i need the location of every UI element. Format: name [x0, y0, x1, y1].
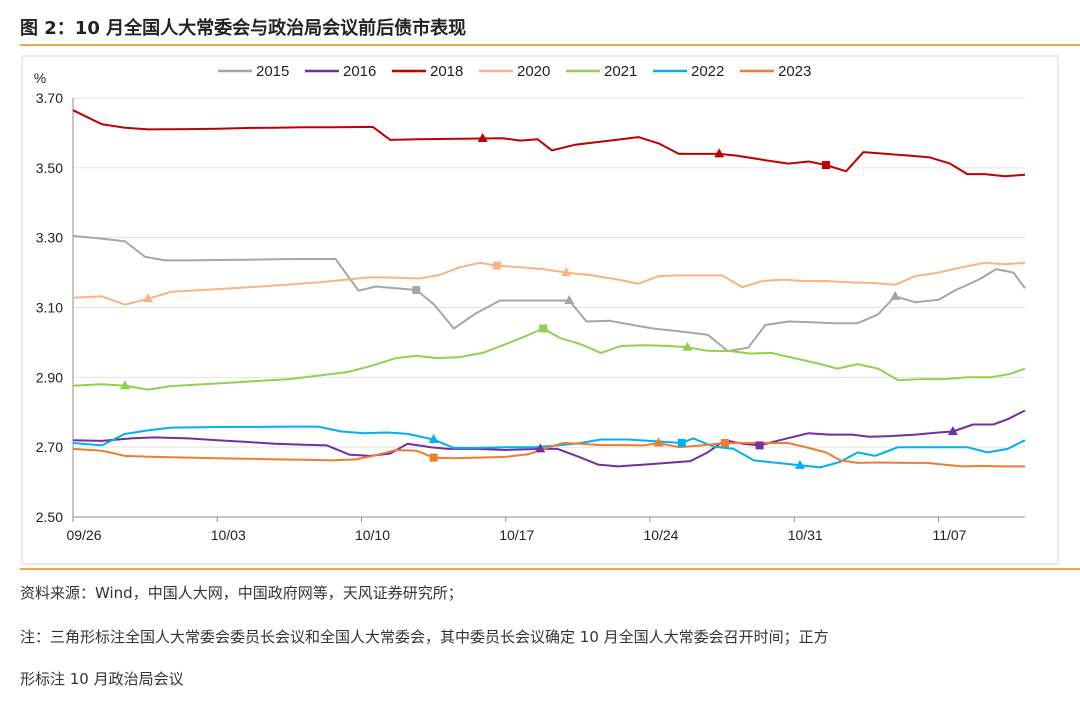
series-line-2015 [72, 234, 1026, 353]
legend-label-2023: 2023 [778, 63, 811, 80]
x-tick-label: 09/26 [66, 527, 101, 543]
series-line-2020 [72, 261, 1026, 306]
source-note: 资料来源：Wind，中国人大网，中国政府网等，天风证券研究所； [20, 584, 463, 602]
x-tick-label: 10/31 [788, 527, 823, 543]
triangle-marker-2016 [535, 443, 546, 453]
figure-title: 图 2：10 月全国人大常委会与政治局会议前后债市表现 [20, 18, 467, 39]
y-tick-label: 3.10 [36, 300, 63, 316]
y-tick-label: 2.90 [36, 369, 63, 385]
legend-label-2022: 2022 [691, 63, 724, 80]
legend-label-2018: 2018 [430, 63, 463, 80]
footnote-line-2: 形标注 10 月政治局会议 [20, 670, 184, 688]
triangle-marker-2023 [653, 437, 664, 447]
gridlines [73, 97, 1025, 518]
series-line-2018 [72, 109, 1026, 178]
square-marker-2021 [539, 324, 548, 333]
triangle-marker-2016 [947, 425, 958, 435]
triangle-marker-2015 [890, 290, 901, 300]
legend-label-2016: 2016 [343, 63, 376, 80]
square-marker-2023 [720, 438, 729, 447]
legend: 2015 2016 2018 2020 2021 2022 2023 [218, 63, 811, 80]
square-marker-2020 [493, 261, 502, 270]
square-marker-2018 [821, 161, 830, 170]
line-chart: 2.50 2.70 2.90 3.10 3.30 3.50 3.70% 09/26 10/03 1… [21, 55, 1059, 565]
y-unit-label: % [34, 70, 46, 86]
series-line-2016 [72, 409, 1026, 468]
y-tick-label: 3.30 [36, 230, 63, 246]
triangle-marker-2020 [561, 267, 572, 277]
footnote-line-1: 注：三角形标注全国人大常委会委员长会议和全国人大常委会，其中委员长会议确定 10… [20, 628, 829, 646]
triangle-marker-2022 [428, 433, 439, 443]
x-tick-label: 10/03 [211, 527, 246, 543]
triangle-marker-2018 [714, 148, 725, 158]
x-tick-label: 11/07 [932, 527, 966, 543]
series-line-2021 [72, 327, 1026, 391]
triangle-marker-2022 [794, 459, 805, 469]
y-tick-label: 3.70 [36, 90, 63, 106]
square-marker-2015 [412, 286, 421, 295]
triangle-marker-2021 [682, 341, 693, 351]
legend-label-2020: 2020 [517, 63, 550, 80]
square-marker-2023 [429, 453, 438, 462]
y-tick-label: 3.50 [36, 160, 63, 176]
x-tick-label: 10/24 [643, 527, 678, 543]
series-line-2023 [72, 442, 1025, 468]
y-tick-label: 2.70 [36, 439, 63, 455]
axes: 2.50 2.70 2.90 3.10 3.30 3.50 3.70% 09/26 10/03 1… [21, 55, 1059, 565]
triangle-marker-2021 [119, 380, 130, 390]
legend-label-2021: 2021 [604, 63, 637, 80]
series-line-2022 [72, 425, 1026, 469]
series-markers [119, 133, 958, 469]
triangle-marker-2018 [477, 133, 488, 143]
legend-label-2015: 2015 [256, 63, 289, 80]
x-tick-label: 10/10 [355, 527, 390, 543]
triangle-marker-2020 [143, 293, 154, 303]
square-marker-2022 [677, 438, 686, 447]
series-lines [72, 109, 1026, 469]
triangle-marker-2015 [564, 295, 575, 305]
square-marker-2016 [755, 441, 764, 450]
y-tick-label: 2.50 [36, 509, 63, 525]
x-tick-label: 10/17 [499, 527, 534, 543]
chart-frame [21, 55, 1059, 565]
title-divider [20, 44, 1080, 46]
chart-divider [20, 568, 1080, 570]
